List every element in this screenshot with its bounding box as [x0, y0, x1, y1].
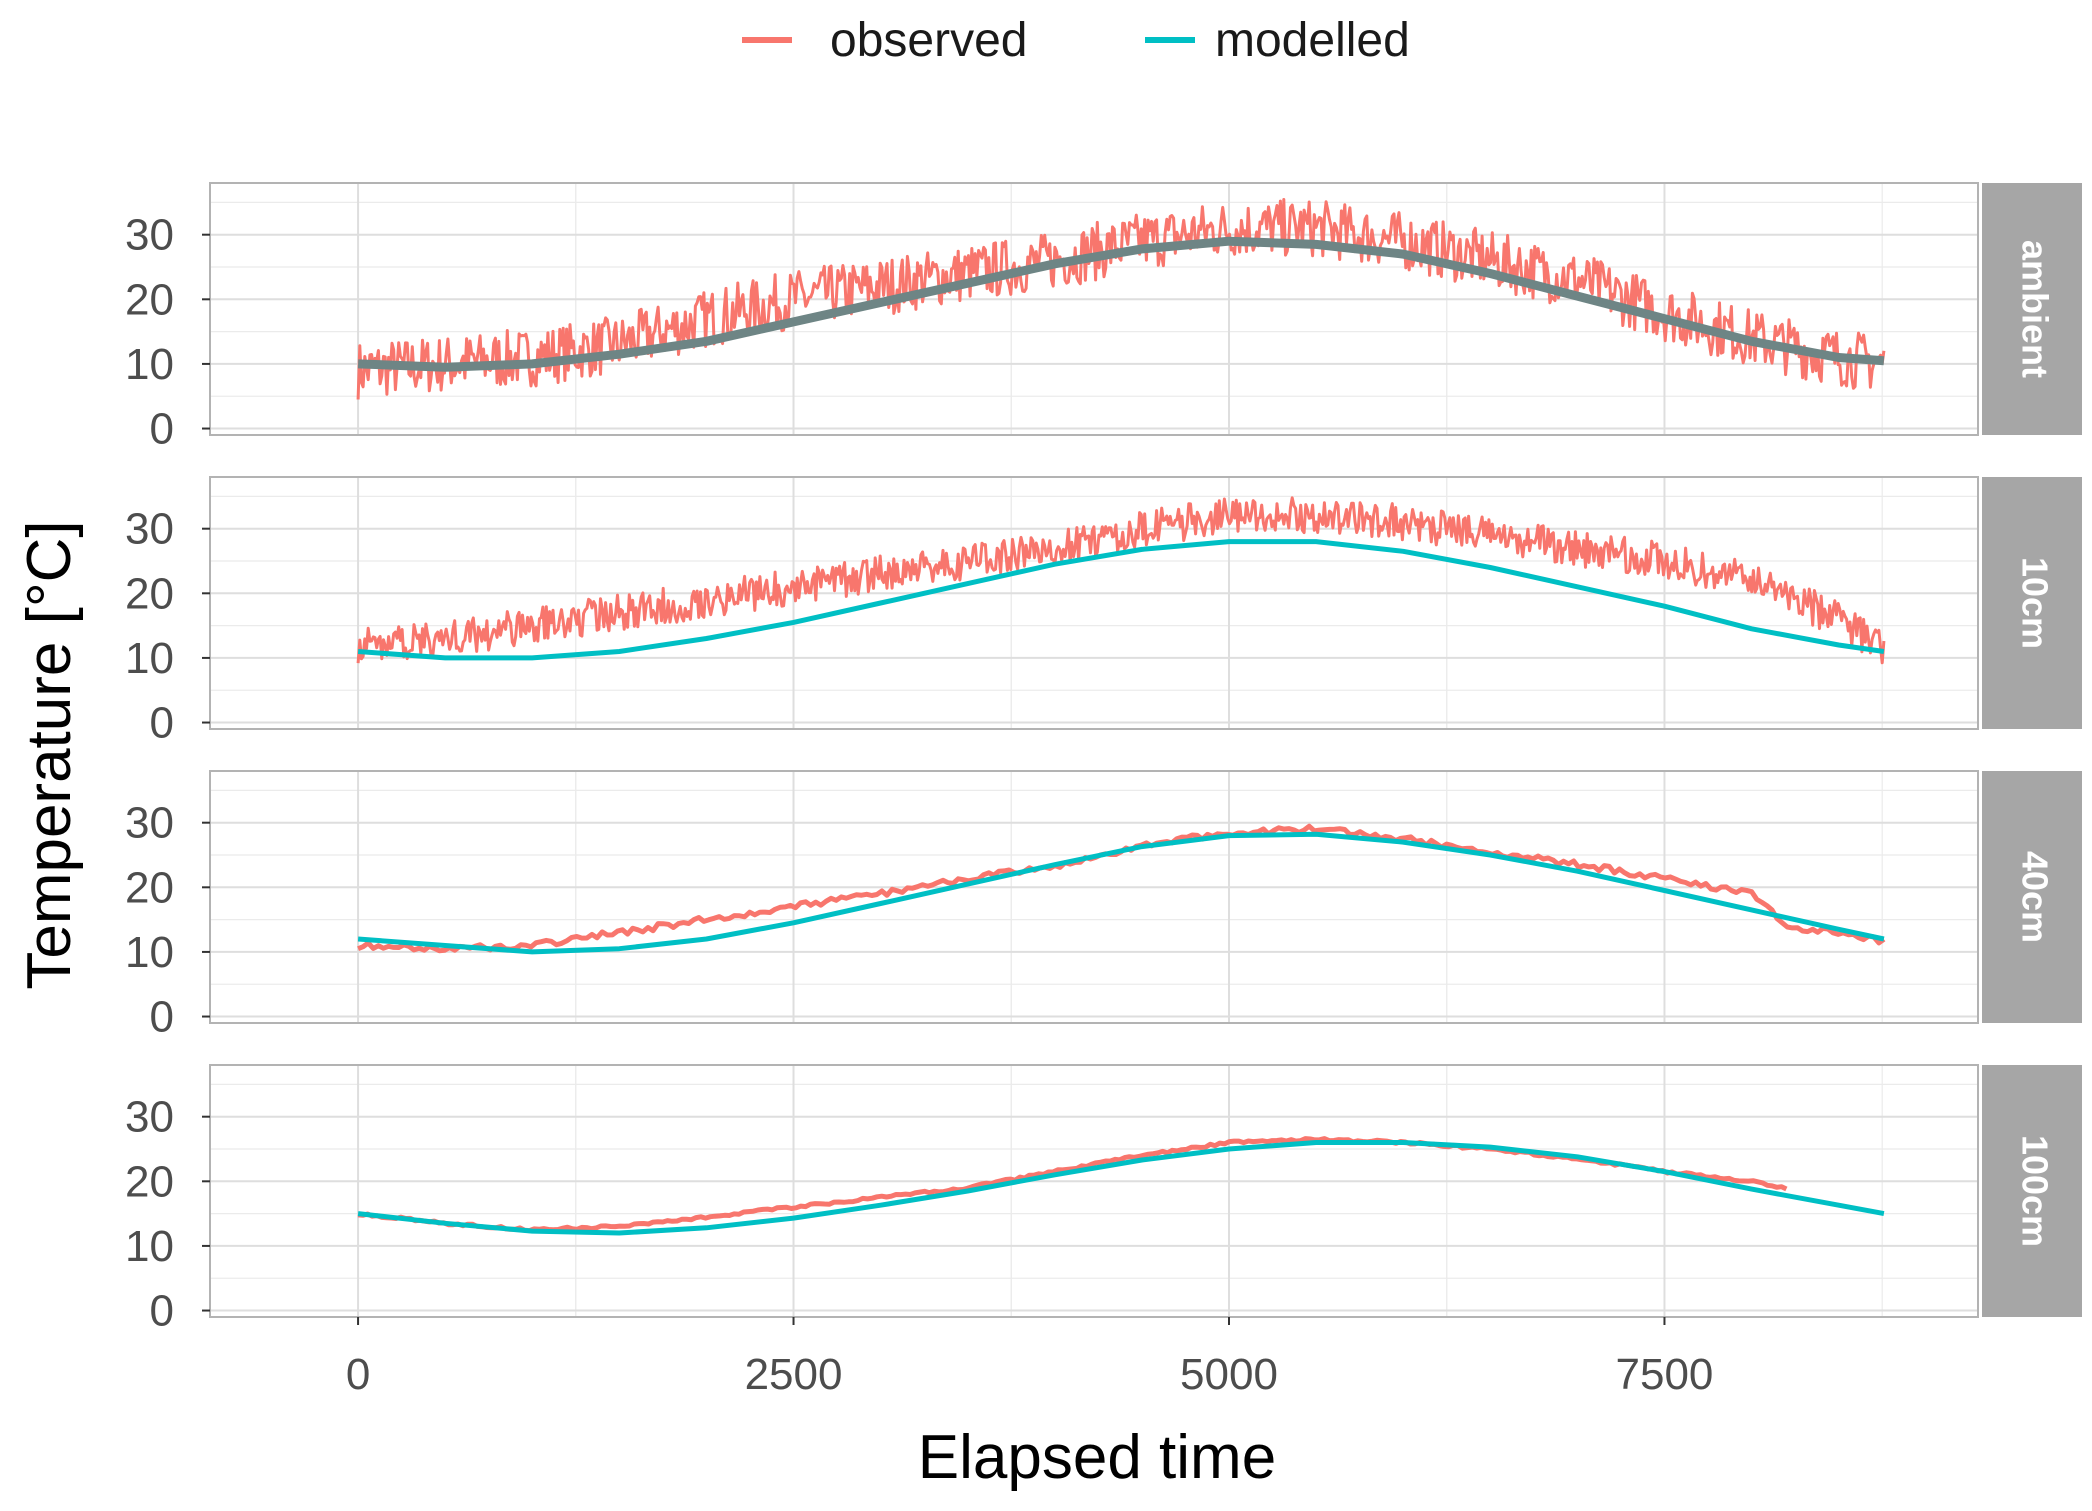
facet-strip-label: 40cm [2014, 851, 2055, 943]
x-axis: 0 2500 5000 7500 [346, 1317, 1714, 1399]
series-observed-ambient [356, 198, 1886, 400]
y-tick-label: 10 [125, 634, 174, 683]
y-tick-label: 10 [125, 1222, 174, 1271]
y-tick-label: 20 [125, 863, 174, 912]
panel-background [210, 1065, 1978, 1317]
panel-40cm: 0 10 20 30 40cm [125, 770, 2082, 1042]
facet-strip-label: 100cm [2014, 1135, 2055, 1247]
panels: 0 10 20 30 ambient 0 10 20 30 10cm 0 10 20 30 40cm 0 10 2… [125, 182, 2082, 1336]
panel-border [209, 476, 1979, 730]
x-axis-title: Elapsed time [918, 1423, 1276, 1492]
panel-border [209, 1064, 1979, 1318]
y-tick-label: 30 [125, 1093, 174, 1142]
panel-border [209, 770, 1979, 1024]
x-tick-label: 7500 [1616, 1350, 1714, 1399]
y-tick-label: 20 [125, 275, 174, 324]
panel-100cm: 0 10 20 30 100cm [125, 1064, 2082, 1336]
legend-label-modelled: modelled [1215, 14, 1410, 67]
y-tick-label: 20 [125, 569, 174, 618]
x-tick-label: 2500 [745, 1350, 843, 1399]
y-tick-label: 30 [125, 505, 174, 554]
series-modelled-40cm [357, 831, 1885, 955]
y-tick-label: 30 [125, 799, 174, 848]
y-tick-label: 30 [125, 211, 174, 260]
panel-ambient: 0 10 20 30 ambient [125, 182, 2082, 454]
y-tick-label: 0 [150, 405, 174, 454]
series-observed-10cm [356, 496, 1886, 665]
y-tick-label: 0 [150, 1287, 174, 1336]
facet-strip [1982, 1065, 2082, 1317]
series-modelled-ambient [357, 236, 1885, 372]
panel-background [210, 477, 1978, 729]
legend: observed modelled [742, 14, 1410, 67]
y-tick-label: 0 [150, 699, 174, 748]
panel-background [210, 771, 1978, 1023]
panel-10cm: 0 10 20 30 10cm [125, 476, 2082, 748]
panel-border [209, 182, 1979, 436]
y-tick-label: 20 [125, 1157, 174, 1206]
facet-strip [1982, 183, 2082, 435]
panel-background [210, 183, 1978, 435]
y-tick-label: 10 [125, 928, 174, 977]
series-modelled-100cm [357, 1140, 1885, 1236]
facet-strip [1982, 771, 2082, 1023]
legend-label-observed: observed [830, 14, 1027, 67]
x-tick-label: 5000 [1180, 1350, 1278, 1399]
x-tick-label: 0 [346, 1350, 370, 1399]
y-tick-label: 10 [125, 340, 174, 389]
y-axis-title: Temperature [°C] [15, 520, 84, 989]
facet-strip-label: 10cm [2014, 557, 2055, 649]
series-modelled-10cm [357, 539, 1885, 661]
facet-strip-label: ambient [2014, 240, 2055, 378]
y-tick-label: 0 [150, 993, 174, 1042]
facet-strip [1982, 477, 2082, 729]
series-observed-100cm [357, 1136, 1788, 1234]
